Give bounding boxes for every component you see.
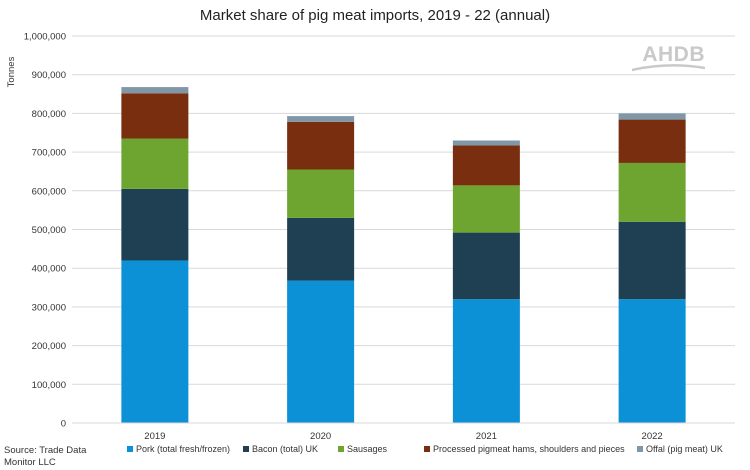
y-tick-label: 100,000 <box>32 380 66 391</box>
y-tick-label: 900,000 <box>32 70 66 81</box>
legend-swatch <box>424 446 430 452</box>
legend: Pork (total fresh/frozen) Bacon (total) U… <box>127 444 723 454</box>
x-tick-label: 2021 <box>476 431 497 442</box>
source-line-2: Monitor LLC <box>4 457 56 468</box>
source-line-1: Source: Trade Data <box>4 445 87 456</box>
x-tick-label: 2019 <box>144 431 165 442</box>
y-axis-ticks: 0 100,000 200,000 300,000 400,000 500,000 600,… <box>24 32 66 430</box>
bar-segment <box>618 221 686 300</box>
bar-segment <box>618 162 686 222</box>
legend-swatch <box>338 446 344 452</box>
x-axis-ticks: 2019 2020 2021 2022 <box>144 431 662 442</box>
legend-label: Sausages <box>347 444 388 454</box>
bar-segment <box>452 185 520 233</box>
x-tick-label: 2022 <box>642 431 663 442</box>
bar-segment <box>121 87 189 94</box>
bar-segment <box>287 121 355 170</box>
y-tick-label: 600,000 <box>32 186 66 197</box>
legend-label: Pork (total fresh/frozen) <box>136 444 230 454</box>
bar-segment <box>287 116 355 122</box>
y-axis-title: Tonnes <box>6 56 17 87</box>
legend-label: Offal (pig meat) UK <box>646 444 723 454</box>
y-tick-label: 700,000 <box>32 148 66 159</box>
bar-segment <box>287 217 355 281</box>
y-tick-label: 400,000 <box>32 264 66 275</box>
bar-segment <box>121 138 189 189</box>
logo-swoosh <box>631 64 706 72</box>
y-tick-label: 300,000 <box>32 302 66 313</box>
bar-segment <box>121 188 189 261</box>
legend-swatch <box>637 446 643 452</box>
legend-swatch <box>243 446 249 452</box>
y-tick-label: 200,000 <box>32 341 66 352</box>
bar-segment <box>452 299 520 423</box>
legend-swatch <box>127 446 133 452</box>
bar-segment <box>618 113 686 120</box>
bar-segment <box>121 260 189 423</box>
bar-segment <box>618 119 686 163</box>
bar-segment <box>287 280 355 423</box>
y-tick-label: 500,000 <box>32 225 66 236</box>
ahdb-logo: AHDB <box>631 43 706 72</box>
bar-segment <box>287 169 355 218</box>
bar-segment <box>452 232 520 300</box>
bars <box>121 87 686 423</box>
x-tick-label: 2020 <box>310 431 331 442</box>
bar-segment <box>452 145 520 186</box>
y-tick-label: 1,000,000 <box>24 32 66 43</box>
y-tick-label: 0 <box>61 419 66 430</box>
bar-segment <box>121 93 189 139</box>
y-tick-label: 800,000 <box>32 109 66 120</box>
bar-segment <box>452 140 520 146</box>
legend-label: Bacon (total) UK <box>252 444 318 454</box>
legend-label: Processed pigmeat hams, shoulders and pi… <box>433 444 625 454</box>
chart-title: Market share of pig meat imports, 2019 -… <box>200 7 550 24</box>
logo-text: AHDB <box>642 43 705 66</box>
bar-segment <box>618 299 686 423</box>
